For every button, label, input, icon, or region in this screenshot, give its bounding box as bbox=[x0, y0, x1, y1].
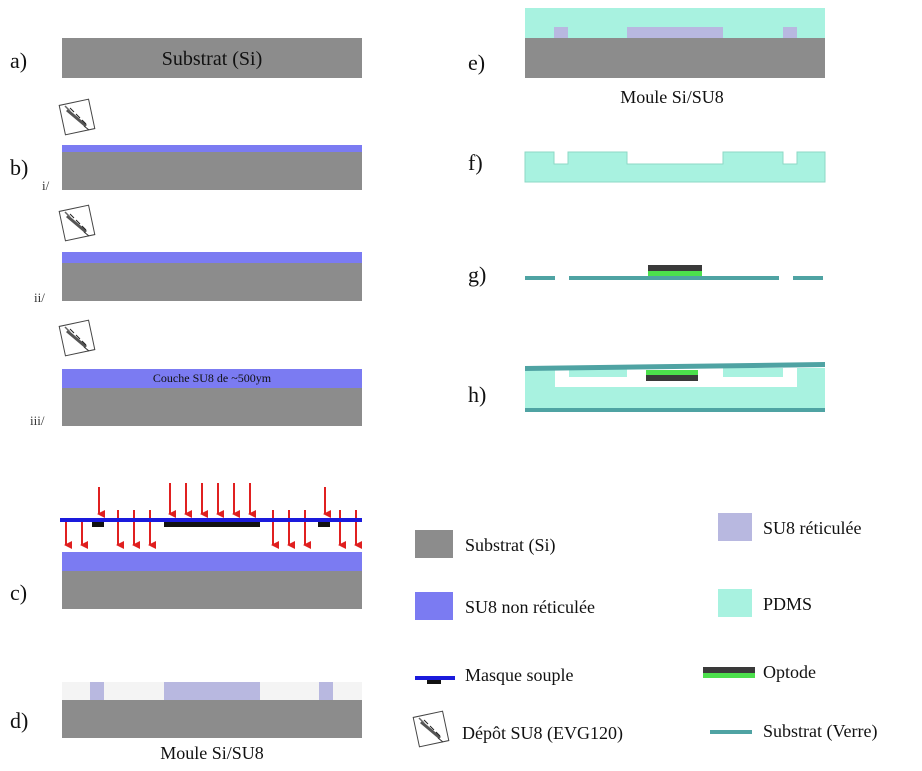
step-e-silicon bbox=[525, 38, 825, 78]
dispenser-icon bbox=[57, 203, 97, 243]
step-g-glass bbox=[793, 276, 823, 280]
legend-swatch-pdms bbox=[718, 589, 752, 617]
step-h-glass-top bbox=[525, 362, 825, 371]
step-c-mask-pattern bbox=[164, 522, 260, 527]
legend-swatch-glass bbox=[710, 730, 752, 734]
step-d-caption: Moule Si/SU8 bbox=[160, 743, 264, 763]
step-g-glass bbox=[569, 276, 779, 280]
step-e-su8-cured bbox=[783, 27, 797, 38]
legend-label-su8-uncured: SU8 non réticulée bbox=[465, 597, 595, 617]
step-h-optode-sensing bbox=[646, 370, 698, 375]
step-d-su8-cured bbox=[164, 682, 260, 700]
step-c-mask-pattern bbox=[318, 522, 330, 527]
step-e-caption: Moule Si/SU8 bbox=[620, 87, 724, 107]
step-b-i-su8-layer bbox=[62, 145, 362, 152]
step-d-silicon bbox=[62, 700, 362, 738]
step-b-ii-silicon bbox=[62, 263, 362, 301]
dispenser-icon bbox=[57, 318, 97, 358]
legend-label-silicon: Substrat (Si) bbox=[465, 535, 556, 556]
step-e-su8-cured bbox=[627, 27, 723, 38]
legend-swatch-optode-sensing bbox=[703, 673, 755, 678]
step-c-su8-layer bbox=[62, 552, 362, 571]
step-e-su8-cured bbox=[554, 27, 568, 38]
step-f-pdms-replica bbox=[524, 151, 826, 183]
legend-swatch-optode-top bbox=[703, 667, 755, 673]
legend-label-pdms: PDMS bbox=[763, 594, 812, 614]
step-a-label: a) bbox=[10, 48, 27, 73]
step-c-flexible-mask bbox=[60, 518, 362, 522]
step-c-silicon bbox=[62, 571, 362, 609]
step-b-i-silicon bbox=[62, 152, 362, 190]
step-g-optode-sensing bbox=[648, 271, 702, 276]
dispenser-icon bbox=[411, 709, 451, 749]
step-e-label: e) bbox=[468, 50, 485, 75]
step-b-ii-su8-layer bbox=[62, 252, 362, 263]
step-b-i-label: i/ bbox=[42, 178, 50, 193]
step-a-silicon-substrate bbox=[62, 38, 362, 78]
step-c-mask-pattern bbox=[92, 522, 104, 527]
step-d-label: d) bbox=[10, 708, 28, 733]
dispenser-icon bbox=[57, 97, 97, 137]
legend-swatch-mask bbox=[415, 676, 455, 680]
step-g-label: g) bbox=[468, 262, 486, 287]
uv-arrows bbox=[64, 483, 362, 549]
step-h-pdms bbox=[525, 368, 825, 408]
legend-swatch-mask-pattern bbox=[427, 680, 441, 684]
step-c-label: c) bbox=[10, 580, 27, 605]
step-b-iii-silicon bbox=[62, 388, 362, 426]
step-f-label: f) bbox=[468, 150, 483, 175]
step-d-su8-cured bbox=[319, 682, 333, 700]
legend: Substrat (Si) SU8 réticulée SU8 non réti… bbox=[411, 513, 877, 749]
legend-label-glass: Substrat (Verre) bbox=[763, 721, 877, 742]
legend-swatch-su8-cured bbox=[718, 513, 752, 541]
step-h-pdms-pillar bbox=[569, 368, 627, 377]
step-a-substrate-text: Substrat (Si) bbox=[162, 48, 263, 70]
step-b-label: b) bbox=[10, 155, 28, 180]
step-b-iii-su8-layer bbox=[62, 369, 362, 388]
legend-label-optode: Optode bbox=[763, 662, 816, 682]
step-d-su8-cured bbox=[90, 682, 104, 700]
step-b-iii-label: iii/ bbox=[30, 413, 45, 428]
legend-label-mask: Masque souple bbox=[465, 665, 573, 685]
step-b-ii-label: ii/ bbox=[34, 290, 45, 305]
step-h-pdms-pillar bbox=[723, 368, 783, 377]
legend-label-su8-cured: SU8 réticulée bbox=[763, 518, 861, 538]
step-h-label: h) bbox=[468, 382, 486, 407]
step-g-glass bbox=[525, 276, 555, 280]
step-h-optode-top bbox=[646, 375, 698, 381]
legend-label-deposit: Dépôt SU8 (EVG120) bbox=[462, 723, 623, 744]
step-b-iii-layer-text: Couche SU8 de ~500ym bbox=[153, 371, 272, 385]
legend-swatch-silicon bbox=[415, 530, 453, 558]
step-h-glass-bottom bbox=[525, 408, 825, 412]
legend-swatch-su8-uncured bbox=[415, 592, 453, 620]
step-g-optode-top bbox=[648, 265, 702, 271]
